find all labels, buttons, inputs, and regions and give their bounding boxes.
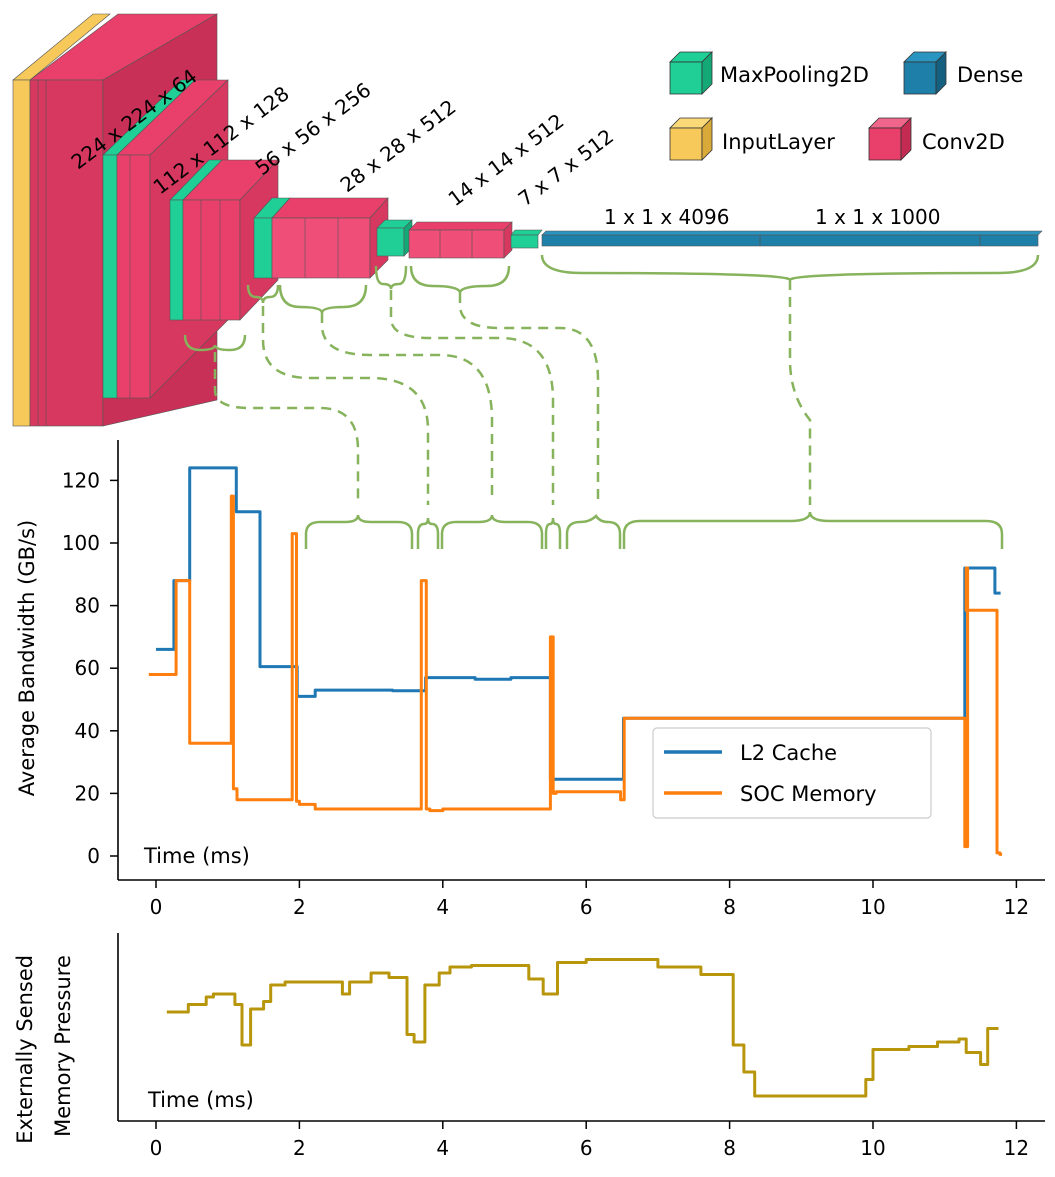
plot-bracket-3 [440, 514, 544, 549]
bandwidth-xtick-label: 4 [436, 895, 449, 919]
conv-block-14 [408, 221, 513, 259]
conv-block-28 [271, 197, 389, 279]
top-bracket-2 [246, 284, 280, 304]
bandwidth-yticks: 0 20 40 60 80 100 120 [62, 468, 118, 868]
top-bracket-3 [278, 284, 368, 314]
pressure-axes [117, 933, 1045, 1122]
bandwidth-axes [117, 440, 1045, 881]
memory-pressure-line [166, 958, 999, 1098]
connector-2 [261, 306, 430, 505]
bandwidth-series [148, 466, 1003, 856]
pressure-xtick-label: 8 [723, 1136, 736, 1160]
legend-item-maxpooling: MaxPooling2D [669, 51, 869, 95]
bandwidth-xtick-label: 0 [150, 895, 163, 919]
conv-block-56 [182, 159, 279, 321]
bandwidth-y-axis-title: Average Bandwidth (GB/s) [15, 520, 39, 796]
bandwidth-time-label: Time (ms) [143, 844, 250, 868]
bandwidth-xtick-label: 2 [293, 895, 306, 919]
top-bracket-4 [374, 265, 408, 290]
pressure-xtick-label: 0 [150, 1136, 163, 1160]
dense-block [541, 230, 1043, 247]
connector-4 [389, 290, 555, 505]
bandwidth-xtick-label: 12 [1004, 895, 1029, 919]
connector-6 [788, 280, 812, 505]
pool-block-28 [253, 197, 291, 279]
layer-type-legend: MaxPooling2D Dense InputLayer Conv2D [669, 51, 1023, 161]
bandwidth-chart: 0 20 40 60 80 100 120 0 2 4 6 8 10 12 Average Bandwi… [15, 440, 1045, 919]
legend-item-inputlayer: InputLayer [669, 117, 835, 161]
pressure-y-axis-title: Externally Sensed Memory Pressure [13, 948, 75, 1144]
legend-label-soc-memory: SOC Memory [740, 782, 877, 806]
pressure-xtick-label: 12 [1004, 1136, 1029, 1160]
bandwidth-xtick-label: 10 [860, 895, 885, 919]
pressure-time-label: Time (ms) [147, 1088, 254, 1112]
plot-bracket-2 [416, 517, 440, 549]
layer-brackets [183, 254, 1040, 549]
pressure-y-axis-title-line2: Memory Pressure [51, 955, 75, 1137]
top-bracket-6 [540, 254, 1040, 282]
bandwidth-xtick-label: 6 [580, 895, 593, 919]
pressure-series [166, 958, 999, 1098]
top-bracket-1 [183, 334, 247, 352]
bandwidth-ytick-label: 60 [75, 656, 100, 680]
connector-5 [458, 293, 600, 505]
bandwidth-ytick-label: 40 [75, 719, 100, 743]
top-bracket-5 [409, 265, 511, 294]
architecture-diagram: 224 x 224 x 64 112 x 112 x 128 56 x 56 x… [12, 13, 1043, 427]
legend-label-conv2d: Conv2D [922, 130, 1005, 154]
legend-label-inputlayer: InputLayer [722, 130, 835, 154]
dim-label-4096: 1 x 1 x 4096 [604, 205, 729, 229]
legend-label-dense: Dense [957, 63, 1023, 87]
input-layer-block [12, 13, 111, 427]
legend-item-conv2d: Conv2D [868, 117, 1005, 161]
bandwidth-xticks: 0 2 4 6 8 10 12 [150, 880, 1029, 919]
pressure-xtick-label: 10 [860, 1136, 885, 1160]
plot-bracket-6 [622, 511, 1004, 549]
pressure-xtick-label: 2 [293, 1136, 306, 1160]
bandwidth-ytick-label: 0 [87, 844, 100, 868]
legend-label-maxpooling: MaxPooling2D [720, 63, 869, 87]
bandwidth-ytick-label: 80 [75, 594, 100, 618]
dim-label-14: 14 x 14 x 512 [444, 109, 569, 211]
bandwidth-xtick-label: 8 [723, 895, 736, 919]
pool-block-7 [510, 229, 543, 249]
soc-memory-line [148, 494, 1003, 856]
bandwidth-legend: L2 Cache SOC Memory [652, 727, 932, 819]
pressure-xticks: 0 2 4 6 8 10 12 [150, 1121, 1029, 1160]
dim-label-1000: 1 x 1 x 1000 [815, 205, 940, 229]
pressure-xtick-label: 4 [436, 1136, 449, 1160]
bandwidth-ytick-label: 20 [75, 781, 100, 805]
plot-bracket-5 [565, 514, 622, 549]
plot-bracket-1 [304, 514, 414, 549]
bandwidth-ytick-label: 100 [62, 531, 100, 555]
pressure-xtick-label: 6 [580, 1136, 593, 1160]
pressure-chart: 0 2 4 6 8 10 12 Externally Sensed Memory Press… [13, 933, 1045, 1160]
plot-bracket-4 [544, 517, 562, 549]
connector-3 [320, 313, 494, 500]
pressure-y-axis-title-line1: Externally Sensed [13, 955, 37, 1144]
legend-item-dense: Dense [903, 51, 1023, 95]
bandwidth-ytick-label: 120 [62, 468, 100, 492]
pool-block-14 [376, 219, 413, 257]
legend-label-l2-cache: L2 Cache [740, 741, 837, 765]
